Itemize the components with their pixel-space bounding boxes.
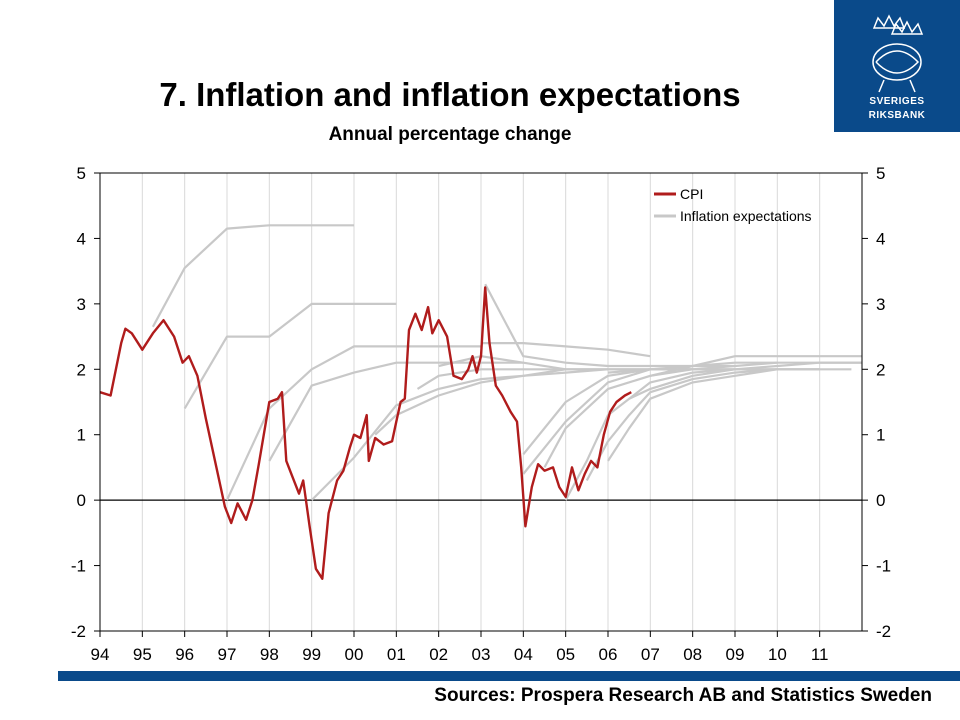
x-tick-label: 08 [683,645,702,664]
riksbank-logo: SVERIGES RIKSBANK [834,0,960,132]
x-tick-label: 09 [726,645,745,664]
y-tick-label-left: 0 [77,491,86,510]
x-tick-label: 04 [514,645,533,664]
grid-lines [141,173,821,631]
logo-line-2: RIKSBANK [868,110,926,121]
y-tick-label-left: 4 [77,229,86,248]
x-tick-label: 97 [218,645,237,664]
expectation-line [607,368,852,462]
y-tick-label-left: -2 [71,622,86,641]
y-axis-right: 5 4 3 2 1 0 -1 -2 [862,164,891,641]
expectation-line [607,361,862,374]
x-tick-label: 07 [641,645,660,664]
y-tick-label-left: 3 [77,295,86,314]
x-tick-label: 96 [175,645,194,664]
expectation-line [543,368,778,468]
expectation-line [151,224,354,328]
x-tick-label: 03 [472,645,491,664]
legend-label-cpi: CPI [680,186,703,202]
expectation-line [268,361,524,462]
y-tick-label-right: 5 [876,164,885,183]
legend: CPI Inflation expectations [654,186,812,224]
expectation-line [183,302,397,410]
x-tick-label: 02 [429,645,448,664]
y-tick-label-right: 1 [876,426,885,445]
y-tick-label-left: 2 [77,360,86,379]
x-tick-label: 00 [345,645,364,664]
logo-line-1: SVERIGES [869,96,925,107]
expectation-line [522,361,778,475]
expectation-line [585,368,820,482]
y-tick-label-left: -1 [71,557,86,576]
sources-note: Sources: Prospera Research AB and Statis… [434,685,932,706]
y-axis-left: 5 4 3 2 1 0 -1 -2 [71,164,100,641]
chart-subtitle: Annual percentage change [328,124,572,145]
footer-bar [58,671,960,681]
x-tick-label: 10 [768,645,787,664]
y-tick-label-right: 4 [876,229,885,248]
x-tick-label: 11 [811,645,829,664]
x-tick-label: 05 [556,645,575,664]
y-tick-label-right: -1 [876,557,891,576]
cpi-line [99,286,632,580]
x-tick-label: 06 [599,645,618,664]
crown-emblem-icon [872,14,924,93]
cpi-series [99,286,632,580]
y-tick-label-left: 5 [77,164,86,183]
y-tick-label-right: 3 [876,295,885,314]
y-tick-label-right: 2 [876,360,885,379]
y-tick-label-right: 0 [876,491,885,510]
y-tick-label-left: 1 [77,426,86,445]
legend-label-expectations: Inflation expectations [680,208,812,224]
y-tick-label-right: -2 [876,622,891,641]
x-tick-label: 95 [133,645,152,664]
x-tick-label: 94 [91,645,110,664]
x-tick-label: 98 [260,645,279,664]
expectation-line [650,355,862,377]
x-axis: 94 95 96 97 98 99 00 01 02 03 04 05 06 07 08 09 10 11 [91,631,829,664]
expectation-line [484,283,735,368]
expectation-line [481,342,651,358]
chart-title: 7. Inflation and inflation expectations [159,76,741,113]
x-tick-label: 99 [302,645,321,664]
expectation-line [374,368,609,436]
x-tick-label: 01 [387,645,406,664]
